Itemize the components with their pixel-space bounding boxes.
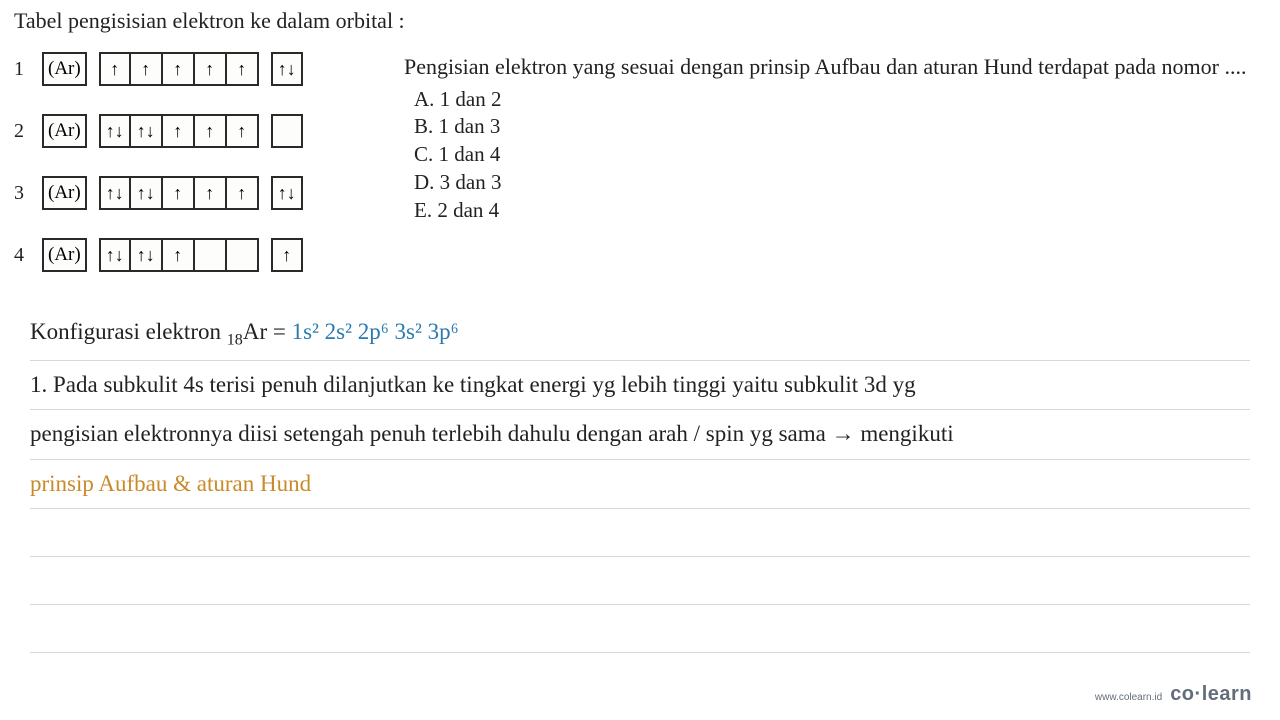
ruled-line [30,557,1250,605]
orbital-cell: ↑ [271,238,303,272]
d-orbitals: ↑↓ ↑↓ ↑ ↑ ↑ [99,114,259,148]
orbital-cell: ↑ [163,176,195,210]
footer: www.colearn.id co·learn [1095,683,1252,706]
option-b: B. 1 dan 3 [414,113,1266,141]
orbital-cell: ↑ [195,52,227,86]
orbital-cell: ↑ [227,52,259,86]
d-orbitals: ↑↓ ↑↓ ↑ [99,238,259,272]
row-number: 3 [14,182,42,205]
orbital-cell: ↑↓ [271,176,303,210]
diagram-row-1: 1 (Ar) ↑ ↑ ↑ ↑ ↑ ↑↓ [14,52,389,86]
orbital-cell: ↑ [163,52,195,86]
config-prefix: Konfigurasi elektron [30,319,227,344]
core-config: (Ar) [42,114,87,148]
ruled-line [30,509,1250,557]
row-number: 4 [14,244,42,267]
orbital-cell [195,238,227,272]
row-number: 1 [14,58,42,81]
orbital-cell: ↑ [163,238,195,272]
orbital-cell: ↑ [227,176,259,210]
s-orbital: ↑ [271,238,303,272]
ruled-line [30,605,1250,653]
orbital-cell: ↑↓ [99,176,131,210]
option-a: A. 1 dan 2 [414,86,1266,114]
config-line: Konfigurasi elektron 18Ar = 1s² 2s² 2p⁶ … [30,308,1250,361]
s-orbital: ↑↓ [271,52,303,86]
orbital-cell: ↑↓ [99,238,131,272]
explanation-section: Konfigurasi elektron 18Ar = 1s² 2s² 2p⁶ … [0,300,1280,653]
option-c: C. 1 dan 4 [414,141,1266,169]
orbital-cell [227,238,259,272]
question-text: Pengisian elektron yang sesuai dengan pr… [404,52,1266,82]
diagram-row-4: 4 (Ar) ↑↓ ↑↓ ↑ ↑ [14,238,389,272]
diagram-row-2: 2 (Ar) ↑↓ ↑↓ ↑ ↑ ↑ [14,114,389,148]
electron-config-formula: 1s² 2s² 2p⁶ 3s² 3p⁶ [292,319,459,344]
footer-url: www.colearn.id [1095,692,1162,703]
principle-highlight: prinsip Aufbau & aturan Hund [30,471,311,496]
diagram-row-3: 3 (Ar) ↑↓ ↑↓ ↑ ↑ ↑ ↑↓ [14,176,389,210]
explain-line-3: pengisian elektronnya diisi setengah pen… [30,410,1250,459]
d-orbitals: ↑ ↑ ↑ ↑ ↑ [99,52,259,86]
atomic-number: 18 [227,332,243,349]
orbital-cell: ↑ [227,114,259,148]
explain-line-4: prinsip Aufbau & aturan Hund [30,460,1250,509]
top-section: 1 (Ar) ↑ ↑ ↑ ↑ ↑ ↑↓ 2 (Ar) ↑↓ ↑↓ ↑ ↑ ↑ [0,34,1280,300]
question-column: Pengisian elektron yang sesuai dengan pr… [389,52,1266,300]
row-number: 2 [14,120,42,143]
core-config: (Ar) [42,238,87,272]
orbital-cell [271,114,303,148]
d-orbitals: ↑↓ ↑↓ ↑ ↑ ↑ [99,176,259,210]
orbital-cell: ↑↓ [271,52,303,86]
s-orbital [271,114,303,148]
orbital-cell: ↑ [99,52,131,86]
orbital-cell: ↑ [163,114,195,148]
core-config: (Ar) [42,176,87,210]
orbital-cell: ↑↓ [131,176,163,210]
page-title: Tabel pengisisian elektron ke dalam orbi… [0,0,1280,34]
option-d: D. 3 dan 3 [414,169,1266,197]
s-orbital: ↑↓ [271,176,303,210]
orbital-diagrams: 1 (Ar) ↑ ↑ ↑ ↑ ↑ ↑↓ 2 (Ar) ↑↓ ↑↓ ↑ ↑ ↑ [14,52,389,300]
orbital-cell: ↑ [131,52,163,86]
core-config: (Ar) [42,52,87,86]
orbital-cell: ↑ [195,176,227,210]
orbital-cell: ↑↓ [131,114,163,148]
colearn-logo: co·learn [1170,683,1252,706]
orbital-cell: ↑ [195,114,227,148]
element-symbol: Ar = [243,319,292,344]
explain-line-2: 1. Pada subkulit 4s terisi penuh dilanju… [30,361,1250,410]
orbital-cell: ↑↓ [131,238,163,272]
answer-options: A. 1 dan 2 B. 1 dan 3 C. 1 dan 4 D. 3 da… [404,86,1266,225]
orbital-cell: ↑↓ [99,114,131,148]
option-e: E. 2 dan 4 [414,197,1266,225]
